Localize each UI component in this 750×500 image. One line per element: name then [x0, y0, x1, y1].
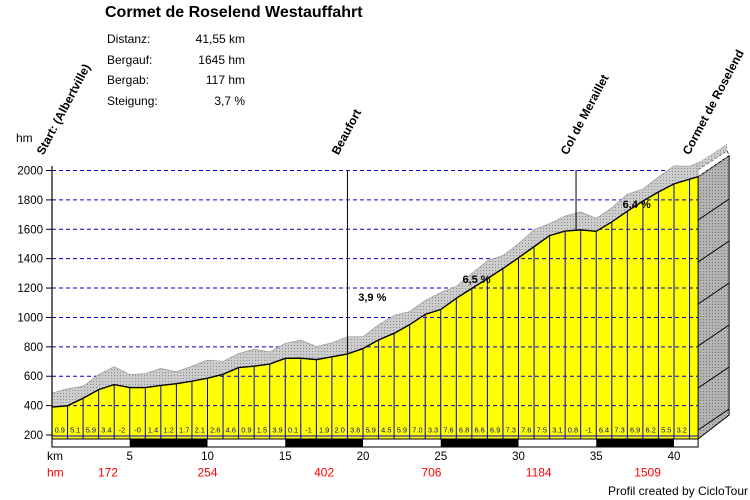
profile-end-face — [697, 154, 730, 441]
stat-row-bergauf: Bergauf: 1645 hm — [107, 50, 245, 71]
gradient-value: 7.3 — [506, 426, 516, 435]
x-tick-label: 10 — [201, 451, 214, 463]
km-scale-segment — [129, 439, 208, 447]
climb-value: 1509 — [634, 466, 661, 480]
x-tick-label: 20 — [357, 451, 370, 463]
gradient-value: 6.2 — [646, 426, 656, 435]
x-tick-label: 15 — [279, 451, 292, 463]
stat-value: 1645 hm — [198, 52, 245, 67]
stats-block: Distanz: 41,55 km Bergauf: 1645 hm Berga… — [107, 29, 245, 111]
gradient-value: 2.6 — [210, 426, 220, 435]
y-tick-label: 1400 — [17, 254, 43, 266]
gradient-value: 3.9 — [272, 426, 282, 435]
gradient-value: 0.9 — [241, 426, 251, 435]
gradient-value: 2.0 — [335, 426, 345, 435]
terrain-band-end — [698, 143, 728, 170]
gradient-value: 5.1 — [70, 426, 80, 435]
stat-row-steigung: Steigung: 3,7 % — [107, 91, 245, 112]
x-tick-label: 40 — [668, 451, 681, 463]
gradient-value: 5.9 — [86, 426, 96, 435]
gradient-value: 2.1 — [195, 426, 205, 435]
gradient-value: 5.9 — [366, 426, 376, 435]
y-tick-label: 2000 — [17, 166, 43, 178]
gradient-value: 6.6 — [474, 426, 484, 435]
gradient-value: 5.9 — [397, 426, 407, 435]
gradient-value: 1.2 — [163, 426, 173, 435]
stat-value: 117 hm — [205, 73, 245, 88]
gradient-value: -2 — [119, 426, 126, 435]
gradient-value: 0.9 — [55, 426, 65, 435]
gradient-value: 6.8 — [459, 426, 469, 435]
gradient-annotation: 6,5 % — [462, 274, 490, 286]
gradient-value: 7.5 — [537, 426, 547, 435]
gradient-value: 7.6 — [521, 426, 531, 435]
credit-text: Profil created by CicloTour — [607, 484, 748, 498]
stat-row-distanz: Distanz: 41,55 km — [107, 29, 245, 50]
gradient-annotation: 3,9 % — [358, 292, 386, 304]
stat-row-bergab: Bergab: 117 hm — [107, 70, 245, 91]
stat-label: Distanz: — [107, 32, 151, 47]
y-axis-unit: hm — [16, 131, 33, 145]
gradient-value: 1.9 — [319, 426, 329, 435]
y-tick-label: 400 — [24, 401, 43, 413]
climb-value: 172 — [98, 466, 118, 480]
y-tick-label: 200 — [24, 430, 43, 442]
climb-value: 706 — [421, 466, 441, 480]
km-scale-segment — [440, 439, 519, 447]
y-tick-label: 1200 — [17, 283, 43, 295]
gradient-value: 4.5 — [381, 426, 391, 435]
gradient-value: 1.5 — [257, 426, 267, 435]
gradient-value: 3.4 — [101, 426, 111, 435]
x-tick-label: 5 — [127, 451, 133, 463]
gradient-value: -0 — [134, 426, 141, 435]
y-tick-label: 1800 — [17, 195, 43, 207]
climb-row-label: hm — [47, 466, 64, 480]
climb-value: 254 — [197, 466, 217, 480]
x-tick-label: 30 — [512, 451, 525, 463]
stat-value: 3,7 % — [214, 93, 245, 108]
gradient-value: 0.8 — [568, 426, 578, 435]
gradient-value: 7.6 — [443, 426, 453, 435]
km-scale-bar — [51, 438, 699, 448]
gradient-value: 3.3 — [428, 426, 438, 435]
gradient-value: 6.9 — [490, 426, 500, 435]
gradient-annotation: 6,4 % — [623, 199, 651, 211]
gradient-value: 3.2 — [677, 426, 687, 435]
stat-label: Steigung: — [107, 93, 158, 108]
gradient-value: 1.4 — [148, 426, 158, 435]
km-scale-segment — [285, 439, 363, 447]
x-tick-label: 25 — [434, 451, 447, 463]
profile-line — [51, 176, 699, 408]
summit-top-face — [697, 150, 730, 178]
gradient-value: 6.9 — [630, 426, 640, 435]
gradient-value: 6.4 — [599, 426, 609, 435]
gradient-value: 4.6 — [226, 426, 236, 435]
gradient-value: -1 — [585, 426, 592, 435]
x-tick-label: 35 — [590, 451, 603, 463]
gradient-value: 3.6 — [350, 426, 360, 435]
climb-value: 402 — [314, 466, 334, 480]
gradient-value: 7.3 — [614, 426, 624, 435]
climb-value: 1184 — [526, 466, 552, 480]
y-tick-label: 800 — [24, 342, 43, 354]
stat-value: 41,55 km — [195, 32, 245, 47]
y-tick-label: 1600 — [17, 224, 43, 236]
y-tick-label: 600 — [24, 371, 43, 383]
gradient-value: 7.0 — [412, 426, 422, 435]
km-scale-segment — [596, 439, 674, 447]
gradient-value: 0.1 — [288, 426, 298, 435]
y-tick-label: 1000 — [17, 312, 43, 324]
elevation-area — [52, 176, 699, 439]
page-title: Cormet de Roselend Westauffahrt — [105, 4, 363, 21]
gradient-value: -1 — [305, 426, 312, 435]
face-hatch — [698, 198, 730, 431]
gradient-value: 5.5 — [661, 426, 671, 435]
gradient-value: 1.7 — [179, 426, 189, 435]
x-axis-unit: km — [47, 449, 63, 463]
gradient-value: 3.1 — [552, 426, 562, 435]
stat-label: Bergab: — [107, 73, 150, 88]
stat-label: Bergauf: — [107, 52, 153, 67]
